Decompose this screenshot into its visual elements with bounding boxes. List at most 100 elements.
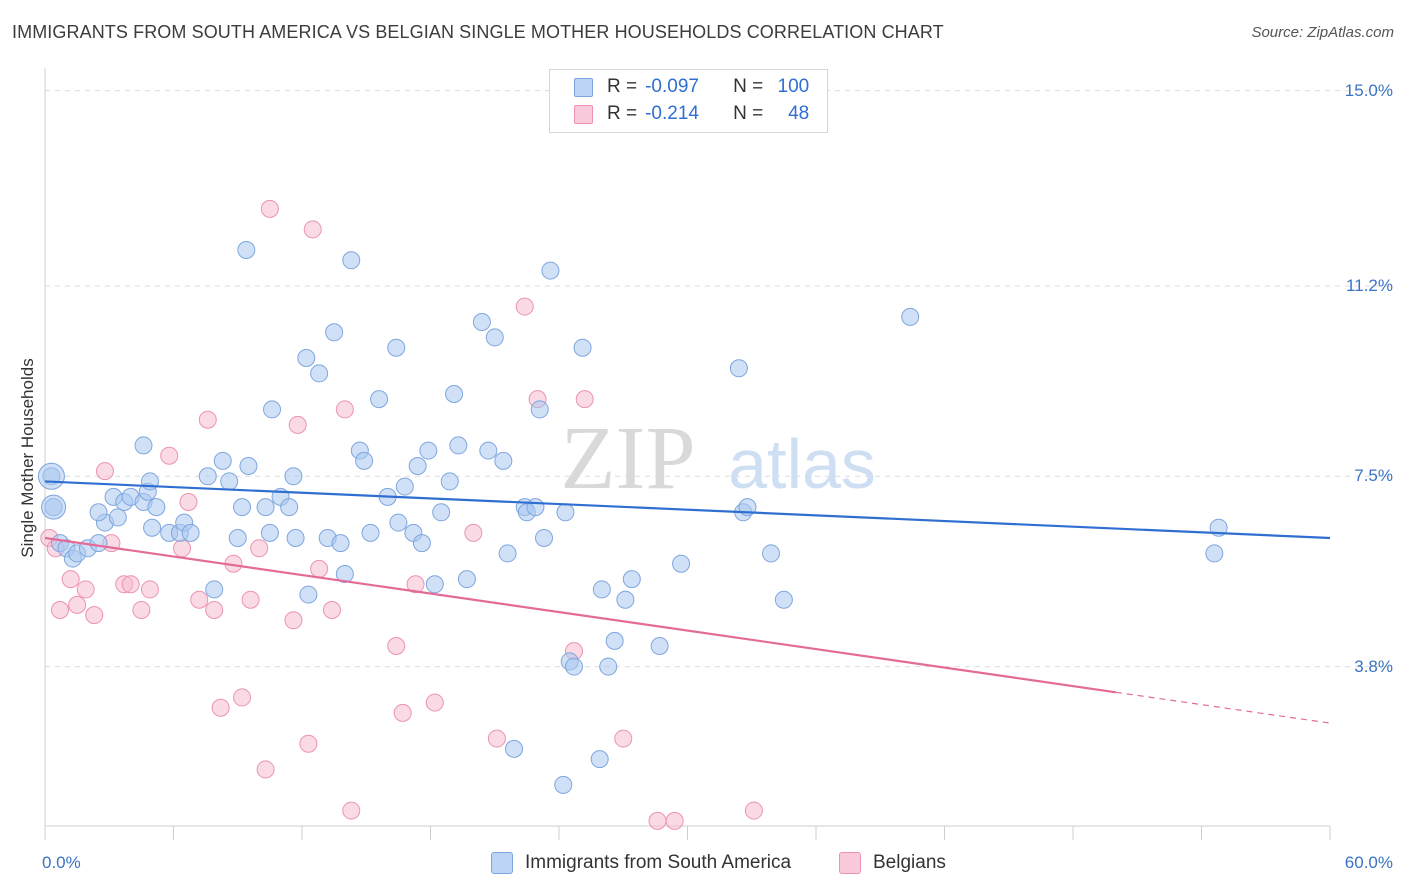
south-america-point [387,338,406,357]
belgians-point [744,801,763,820]
belgians-point [76,580,95,599]
south-america-point [205,580,224,599]
south-america-point [310,364,329,383]
south-america-point [650,637,669,655]
belgians-point [284,611,303,630]
south-america-point [774,590,793,609]
south-america-point [605,631,624,650]
belgians-point [406,575,425,594]
belgians-point [288,415,307,434]
south-america-point [260,523,279,542]
legend-swatch-pink [574,104,593,124]
belgians-point [614,729,633,748]
belgians-point [121,575,140,594]
south-america-point [89,503,108,522]
belgians-point [464,523,483,542]
south-america-point [541,261,560,280]
belgians-point [190,590,209,609]
south-america-point [134,436,153,455]
south-america-trend-line [44,480,1331,540]
belgians-point [256,760,275,779]
south-america-point [370,390,389,409]
south-america-point [573,338,592,357]
belgians-point [487,729,506,748]
belgians-point [575,390,594,409]
south-america-point [335,565,354,583]
belgians-point [310,559,329,578]
legend-swatch-blue [574,77,593,97]
gridlines [45,90,1392,668]
south-america-point [599,657,618,676]
belgians-point [250,539,269,558]
belgians-point [299,734,318,753]
belgians-points [40,199,763,830]
south-america-point [762,544,781,563]
south-america-point [479,441,498,460]
belgians-point [198,410,217,429]
south-america-point [1205,544,1224,563]
legend-r-value: -0.214 [645,103,699,124]
south-america-points [37,241,1228,794]
bottom-legend-label: Immigrants from South America [525,852,792,873]
legend-n-label: N = [733,76,764,97]
belgians-point [303,220,322,239]
belgians-point [648,811,667,830]
axes [44,68,1331,840]
belgians-point [160,446,179,465]
south-america-point [280,498,299,517]
south-america-point [530,400,549,419]
watermark: ZIP atlas [561,409,876,508]
south-america-point [729,359,748,378]
south-america-point [672,554,691,573]
south-america-point [147,498,166,517]
belgians-trend-extension [1115,691,1331,724]
south-america-point [408,457,427,475]
watermark-zip: ZIP [561,409,696,508]
belgians-point [425,693,444,712]
south-america-point [395,477,414,496]
south-america-point [325,323,344,342]
south-america-point [239,457,258,475]
y-tick-label: 7.5% [1354,466,1393,486]
belgians-point [241,590,260,609]
belgians-point [140,580,159,599]
south-america-point [472,313,491,331]
south-america-point [198,467,217,486]
south-america-point [256,498,275,517]
south-america-point [449,436,468,455]
south-america-point [616,590,635,609]
belgians-point [211,698,230,717]
south-america-point [440,472,459,491]
legend-row-south-america: R = -0.097 N = 100 [574,75,809,99]
south-america-point [355,451,374,470]
bottom-legend-label: Belgians [873,852,946,873]
watermark-atlas: atlas [728,425,876,503]
south-america-point [286,529,305,547]
bottom-legend-south-america: Immigrants from South America [491,852,791,874]
bottom-legend-belgians: Belgians [839,852,946,874]
south-america-point [389,513,408,532]
belgians-point [342,801,361,820]
y-tick-label: 15.0% [1344,80,1393,100]
belgians-point [85,606,104,625]
belgians-point [205,601,224,619]
belgians-point [50,601,69,619]
south-america-point [331,534,350,553]
source-label: Source: ZipAtlas.com [1251,24,1394,41]
south-america-point [297,349,316,367]
south-america-point [445,385,464,403]
south-america-point [554,775,573,794]
x-tick-label-max: 60.0% [1344,853,1393,872]
legend-n-value: 48 [788,103,810,124]
south-america-point [342,251,361,270]
south-america-point [590,750,609,769]
belgians-point [95,462,114,481]
south-america-point [505,739,524,758]
south-america-point [299,585,318,604]
belgians-point [233,688,252,707]
correlation-legend: R = -0.097 N = 100 R = -0.214 N = 48 [549,69,828,133]
legend-r-label: R = [607,76,638,97]
south-america-point [361,523,380,542]
belgians-point [68,595,87,614]
